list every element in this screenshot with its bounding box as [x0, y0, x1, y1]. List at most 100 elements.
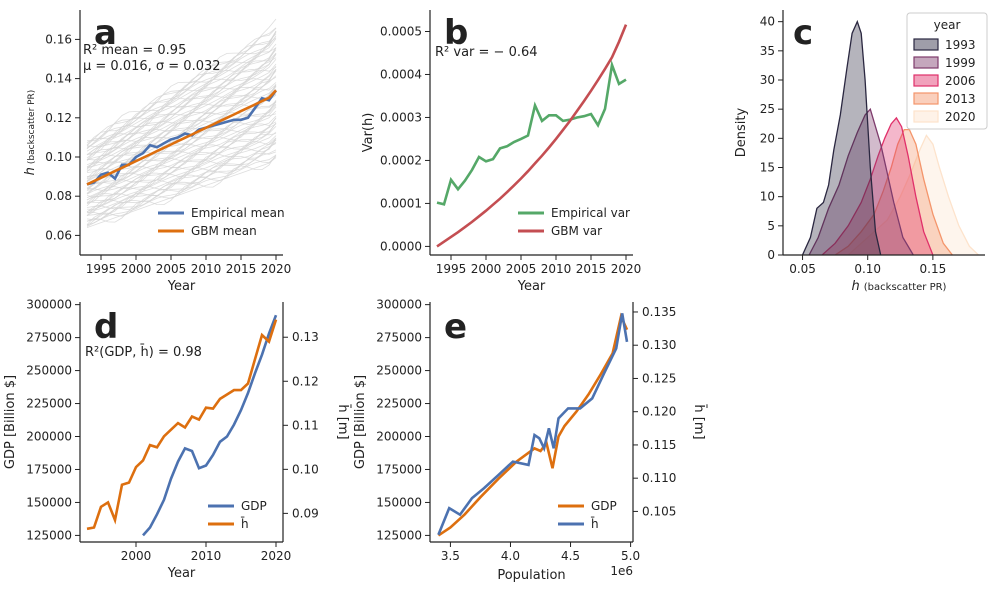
y-tick-label-c-6: 30 — [760, 73, 775, 87]
y-tick-label-e-1: 150000 — [376, 495, 422, 509]
annotation-b: R² var = − 0.64 — [435, 45, 538, 60]
y-tick-label-e-2: 175000 — [376, 462, 422, 476]
density-area-1999 — [809, 109, 914, 255]
y-tick-label-d-7: 300000 — [26, 298, 72, 312]
x-tick-label-a-3: 2010 — [191, 262, 222, 276]
series-line-b-1 — [436, 24, 628, 248]
legend-swatch-c-1993 — [913, 38, 939, 51]
panel-a: 1995 2000 2005 2010 2015 2020 0.06 0.08 0.10 0.12… — [23, 10, 291, 294]
background-trace — [86, 137, 277, 216]
density-area-1993 — [802, 21, 881, 256]
background-trace — [86, 69, 277, 173]
legend-label-e-1: h̄ — [591, 517, 599, 531]
background-trace — [86, 157, 277, 228]
background-trace — [86, 35, 277, 149]
y-tick-label-b-3: 0.0003 — [380, 110, 422, 124]
panel-label-b: b — [444, 13, 468, 53]
background-trace — [86, 65, 277, 169]
series-line-b-0 — [436, 59, 627, 206]
series-line-a-1 — [86, 89, 277, 186]
background-trace — [87, 18, 277, 142]
x-tick-label-e-3: 5.0 — [621, 549, 640, 563]
y-right-tick-label-d-0: 0.09 — [292, 506, 319, 520]
background-trace — [86, 47, 277, 156]
legend-label-e-0: GDP — [591, 499, 617, 513]
x-tick-label-b-4: 2015 — [576, 262, 607, 276]
background-trace — [86, 113, 277, 205]
legend-label-d-1: h̄ — [241, 517, 249, 531]
series-line-e-0 — [437, 312, 629, 537]
y-axis-label-d-left: GDP [Billion $] — [3, 375, 18, 469]
y-axis-label-a: h (backscatter PR) — [23, 90, 38, 176]
background-trace — [86, 63, 277, 168]
y-axis-label-c: Density — [734, 107, 749, 157]
y-axis-label-a-sub: (backscatter PR) — [27, 90, 37, 164]
series-line-e-1 — [437, 313, 629, 536]
y-axis-label-e-right: h̄ [m] — [691, 403, 706, 439]
x-tick-label-c-2: 0.15 — [920, 262, 947, 276]
legend-label-c-2020: 2020 — [945, 110, 976, 124]
annotation-a-2: μ = 0.016, σ = 0.032 — [83, 59, 221, 74]
y-tick-label-e-5: 250000 — [376, 364, 422, 378]
y-tick-label-e-0: 125000 — [376, 528, 422, 542]
y-right-tick-label-e-2: 0.115 — [642, 438, 676, 452]
background-trace — [86, 27, 277, 148]
background-trace — [86, 58, 277, 166]
y-tick-label-b-2: 0.0002 — [380, 153, 422, 167]
density-line-2006 — [821, 116, 934, 256]
legend-title-c: year — [934, 18, 961, 32]
x-axis-label-e: Population — [497, 568, 565, 583]
y-right-tick-label-e-5: 0.130 — [642, 338, 676, 352]
legend-label-c-1999: 1999 — [945, 56, 976, 70]
x-axis-label-c: h (backscatter PR) — [852, 279, 947, 294]
y-tick-label-e-4: 225000 — [376, 397, 422, 411]
x-tick-label-d-0: 2000 — [121, 549, 152, 563]
y-right-tick-label-d-4: 0.13 — [292, 330, 319, 344]
y-tick-label-d-5: 250000 — [26, 364, 72, 378]
y-tick-label-b-1: 0.0001 — [380, 196, 422, 210]
panel-c: 0.05 0.10 0.15 0 5 10 15 20 25 30 35 40 h (backscatte… — [734, 10, 988, 294]
legend-label-c-2013: 2013 — [945, 92, 976, 106]
panel-d: 2000 2010 2020 125000 150000 175000 200000 2250… — [3, 298, 350, 581]
y-tick-label-d-4: 225000 — [26, 397, 72, 411]
x-tick-label-c-1: 0.10 — [854, 262, 881, 276]
density-area-2013 — [835, 129, 953, 255]
y-tick-label-a-2: 0.10 — [45, 150, 72, 164]
y-tick-label-b-4: 0.0004 — [380, 67, 422, 81]
background-trace — [86, 123, 277, 210]
legend-label-c-2006: 2006 — [945, 74, 976, 88]
x-tick-label-e-2: 4.5 — [561, 549, 580, 563]
legend-label-d-0: GDP — [241, 499, 267, 513]
background-trace — [86, 52, 277, 161]
background-trace — [86, 53, 277, 159]
y-tick-label-e-3: 200000 — [376, 430, 422, 444]
y-tick-label-b-0: 0.0000 — [380, 239, 422, 253]
x-tick-label-b-0: 1995 — [436, 262, 467, 276]
x-tick-label-a-4: 2015 — [226, 262, 257, 276]
background-trace — [86, 28, 277, 146]
y-tick-label-c-3: 15 — [760, 161, 775, 175]
y-right-tick-label-d-2: 0.11 — [292, 418, 319, 432]
panel-label-d: d — [94, 307, 118, 347]
density-area-2020 — [848, 135, 979, 255]
legend-swatch-c-2013 — [913, 92, 939, 105]
y-tick-label-c-2: 10 — [760, 190, 775, 204]
y-axis-label-d-right: h̄ [m] — [335, 403, 350, 439]
density-line-2020 — [847, 134, 979, 256]
x-tick-label-a-0: 1995 — [86, 262, 117, 276]
y-tick-label-c-1: 5 — [767, 219, 775, 233]
legend-label-b-0: Empirical var — [551, 206, 630, 220]
legend-box-c — [906, 12, 988, 130]
x-axis-label-a: Year — [167, 279, 196, 294]
x-tick-label-a-5: 2020 — [261, 262, 292, 276]
legend-swatch-c-2006 — [913, 74, 939, 87]
x-tick-label-b-3: 2010 — [541, 262, 572, 276]
legend-swatch-c-1999 — [913, 56, 939, 69]
background-trace — [86, 115, 277, 201]
series-line-d-1 — [86, 319, 278, 531]
y-tick-label-c-4: 20 — [760, 131, 775, 145]
y-tick-label-d-0: 125000 — [26, 528, 72, 542]
y-tick-label-b-5: 0.0005 — [380, 24, 422, 38]
x-tick-label-d-2: 2020 — [261, 549, 292, 563]
x-tick-label-a-2: 2005 — [156, 262, 187, 276]
